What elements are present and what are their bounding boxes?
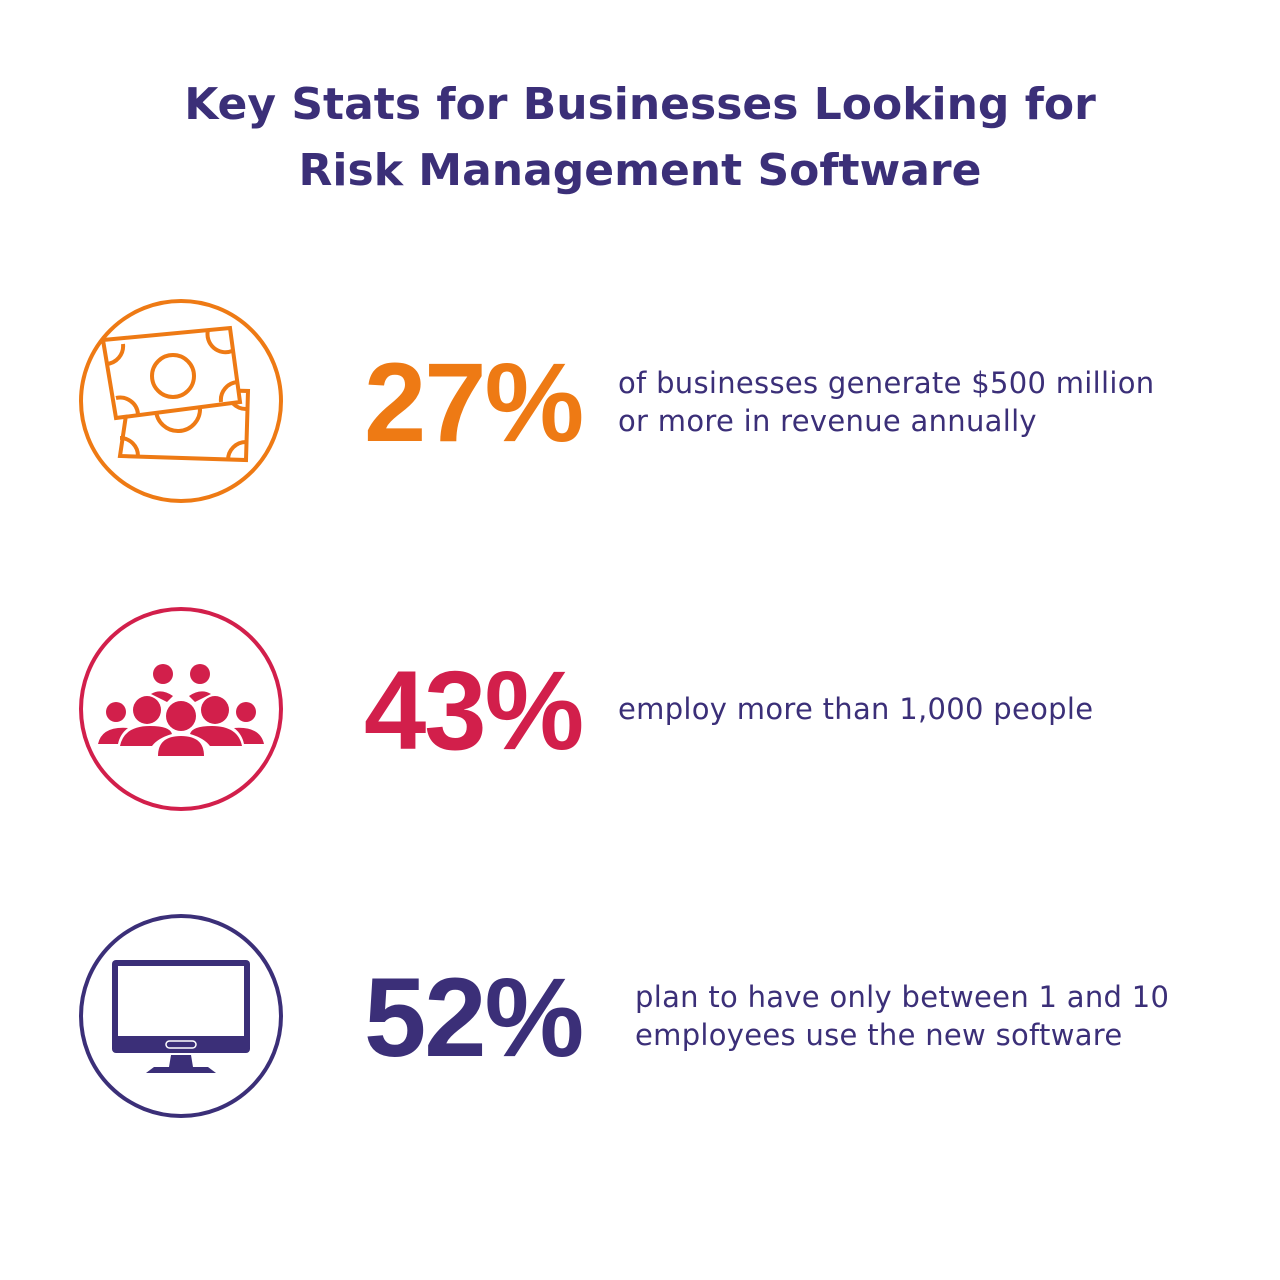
- stat-description-employees: employ more than 1,000 people: [618, 690, 1093, 728]
- description-line-1: employ more than 1,000 people: [618, 692, 1094, 726]
- people-group-icon: [79, 607, 283, 811]
- stat-value-software-users: 52%: [364, 955, 584, 1080]
- description-line-1: plan to have only between 1 and 10: [635, 980, 1170, 1014]
- description-line-1: of businesses generate $500 million: [618, 366, 1155, 400]
- stat-description-software-users: plan to have only between 1 and 10 emplo…: [635, 978, 1169, 1054]
- computer-monitor-icon: [79, 914, 283, 1118]
- stat-value-revenue: 27%: [364, 340, 584, 465]
- title-line-2: Risk Management Software: [298, 145, 982, 196]
- description-line-2: or more in revenue annually: [618, 404, 1037, 438]
- page-title: Key Stats for Businesses Looking for Ris…: [0, 72, 1280, 204]
- description-line-2: employees use the new software: [635, 1018, 1123, 1052]
- title-line-1: Key Stats for Businesses Looking for: [184, 79, 1096, 130]
- money-bills-icon: [79, 299, 283, 503]
- stat-description-revenue: of businesses generate $500 million or m…: [618, 364, 1154, 440]
- stat-value-employees: 43%: [364, 648, 584, 773]
